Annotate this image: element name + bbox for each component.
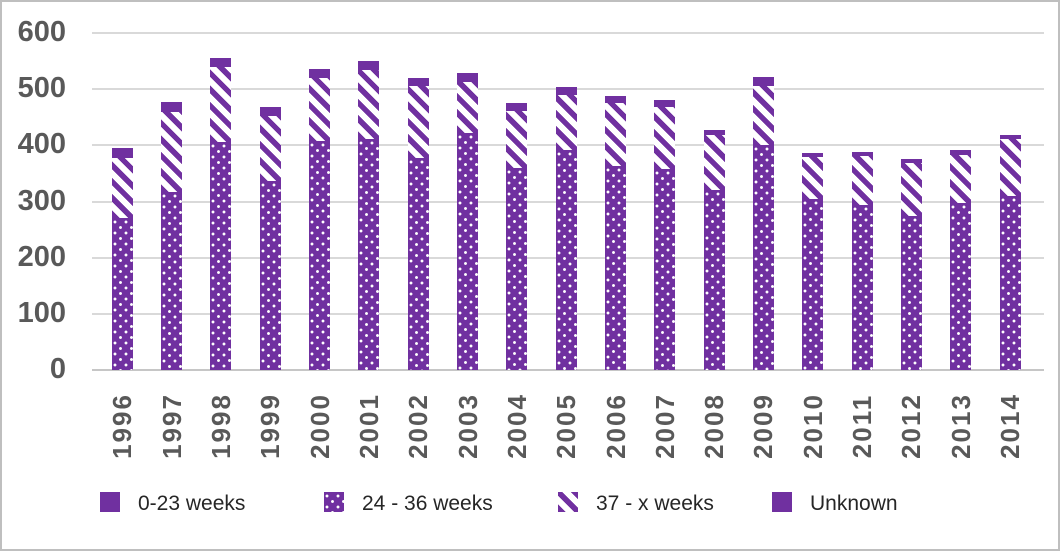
bar-2006-24-36-weeks[interactable] <box>605 165 626 370</box>
x-axis-label-2009: 2009 <box>748 393 779 459</box>
gridline-600 <box>92 32 1044 34</box>
x-axis-label-2004: 2004 <box>501 393 532 459</box>
bar-2005-unknown[interactable] <box>555 86 577 96</box>
legend-item-24-36-weeks[interactable]: 24 - 36 weeks <box>324 492 534 515</box>
bar-2012-37-x-weeks[interactable] <box>900 163 922 216</box>
y-axis-tick-label-100: 100 <box>17 296 66 329</box>
x-axis-label-2014: 2014 <box>995 393 1026 459</box>
y-axis-tick-label-300: 300 <box>17 184 66 217</box>
bar-2002-24-36-weeks[interactable] <box>407 157 429 370</box>
bar-2008-37-x-weeks[interactable] <box>703 135 725 191</box>
x-axis-label-2008: 2008 <box>699 393 730 459</box>
y-axis-tick-label-0: 0 <box>49 353 66 385</box>
bar-1999-37-x-weeks[interactable] <box>259 116 281 182</box>
bar-2010-24-36-weeks[interactable] <box>802 198 824 370</box>
legend-swatch-37-x-weeks <box>558 492 578 512</box>
bar-2004-37-x-weeks[interactable] <box>506 111 528 168</box>
gridline-0 <box>92 369 1044 371</box>
x-axis-label-2005: 2005 <box>551 393 582 459</box>
bar-2001-24-36-weeks[interactable] <box>358 139 380 370</box>
bar-2002-37-x-weeks[interactable] <box>407 86 429 158</box>
x-axis-label-2002: 2002 <box>403 393 434 459</box>
y-axis-tick-label-600: 600 <box>17 16 66 48</box>
x-axis-label-2000: 2000 <box>304 393 335 459</box>
legend-swatch-24-36-weeks <box>324 492 344 512</box>
y-axis-tick-label-500: 500 <box>17 72 66 105</box>
bar-2014-37-x-weeks[interactable] <box>999 139 1021 196</box>
legend-swatch-0-23-weeks <box>100 492 120 512</box>
x-axis-label-2013: 2013 <box>945 393 976 459</box>
bar-2004-unknown[interactable] <box>506 102 528 112</box>
x-axis-label-2007: 2007 <box>649 393 680 459</box>
bar-2011-37-x-weeks[interactable] <box>851 156 873 206</box>
bar-2000-37-x-weeks[interactable] <box>309 77 331 142</box>
x-axis-label-1999: 1999 <box>255 393 286 459</box>
bar-2013-unknown[interactable] <box>950 150 972 155</box>
bar-1998-24-36-weeks[interactable] <box>210 141 232 370</box>
bar-2013-37-x-weeks[interactable] <box>950 154 972 203</box>
legend-label-0-23-weeks: 0-23 weeks <box>138 492 246 515</box>
bar-2001-37-x-weeks[interactable] <box>358 69 380 140</box>
bar-2009-unknown[interactable] <box>752 77 774 86</box>
bar-1997-unknown[interactable] <box>161 101 183 112</box>
bar-2003-37-x-weeks[interactable] <box>457 81 479 133</box>
bar-2014-unknown[interactable] <box>999 134 1021 140</box>
bar-2008-unknown[interactable] <box>703 129 725 136</box>
bar-2010-37-x-weeks[interactable] <box>802 157 824 199</box>
bar-2014-24-36-weeks[interactable] <box>999 195 1021 370</box>
bar-2010-unknown[interactable] <box>802 152 824 158</box>
bar-1998-37-x-weeks[interactable] <box>210 66 232 142</box>
bar-2011-24-36-weeks[interactable] <box>851 205 873 370</box>
bar-2005-37-x-weeks[interactable] <box>555 95 577 151</box>
bar-2004-24-36-weeks[interactable] <box>506 167 528 370</box>
bar-2002-unknown[interactable] <box>407 77 429 87</box>
x-axis-label-1996: 1996 <box>107 393 138 459</box>
legend-label-unknown: Unknown <box>810 492 898 515</box>
legend-item-unknown[interactable]: Unknown <box>772 492 982 515</box>
y-axis-tick-label-200: 200 <box>17 240 66 273</box>
bar-2009-37-x-weeks[interactable] <box>752 85 774 145</box>
bar-2008-24-36-weeks[interactable] <box>703 190 725 370</box>
x-axis-label-2010: 2010 <box>797 393 828 459</box>
bar-2013-24-36-weeks[interactable] <box>950 202 972 370</box>
bar-2006-unknown[interactable] <box>605 96 626 104</box>
bar-2006-37-x-weeks[interactable] <box>605 103 626 166</box>
bar-2007-37-x-weeks[interactable] <box>654 106 676 170</box>
bar-2009-24-36-weeks[interactable] <box>752 144 774 370</box>
legend-label-37-x-weeks: 37 - x weeks <box>596 492 714 515</box>
bar-1999-unknown[interactable] <box>259 107 281 117</box>
bar-1999-24-36-weeks[interactable] <box>259 181 281 370</box>
y-axis-tick-label-400: 400 <box>17 128 66 161</box>
legend-item-0-23-weeks[interactable]: 0-23 weeks <box>100 492 310 515</box>
x-axis-label-2001: 2001 <box>353 393 384 459</box>
bar-1997-37-x-weeks[interactable] <box>161 111 183 192</box>
bar-2012-24-36-weeks[interactable] <box>900 215 922 370</box>
bar-1997-24-36-weeks[interactable] <box>161 191 183 370</box>
bar-1996-unknown[interactable] <box>111 148 133 158</box>
bar-2011-unknown[interactable] <box>851 151 873 156</box>
bar-1998-unknown[interactable] <box>210 58 232 67</box>
legend-item-37-x-weeks[interactable]: 37 - x weeks <box>558 492 768 515</box>
bar-2003-24-36-weeks[interactable] <box>457 132 479 370</box>
bar-2007-24-36-weeks[interactable] <box>654 169 676 370</box>
x-axis-label-2011: 2011 <box>847 393 878 459</box>
bar-2007-unknown[interactable] <box>654 99 676 107</box>
x-axis-label-1997: 1997 <box>156 393 187 459</box>
bar-2000-unknown[interactable] <box>309 68 331 78</box>
bar-2001-unknown[interactable] <box>358 60 380 70</box>
bar-2000-24-36-weeks[interactable] <box>309 141 331 370</box>
bar-1996-37-x-weeks[interactable] <box>111 157 133 219</box>
bar-2003-unknown[interactable] <box>457 73 479 82</box>
x-axis-label-2012: 2012 <box>896 393 927 459</box>
x-axis-label-1998: 1998 <box>205 393 236 459</box>
legend-label-24-36-weeks: 24 - 36 weeks <box>362 492 493 515</box>
bar-1996-24-36-weeks[interactable] <box>111 218 133 370</box>
x-axis-label-2006: 2006 <box>600 393 631 459</box>
x-axis-label-2003: 2003 <box>452 393 483 459</box>
legend-swatch-unknown <box>772 492 792 512</box>
bar-2012-unknown[interactable] <box>900 158 922 164</box>
bar-2005-24-36-weeks[interactable] <box>555 150 577 370</box>
